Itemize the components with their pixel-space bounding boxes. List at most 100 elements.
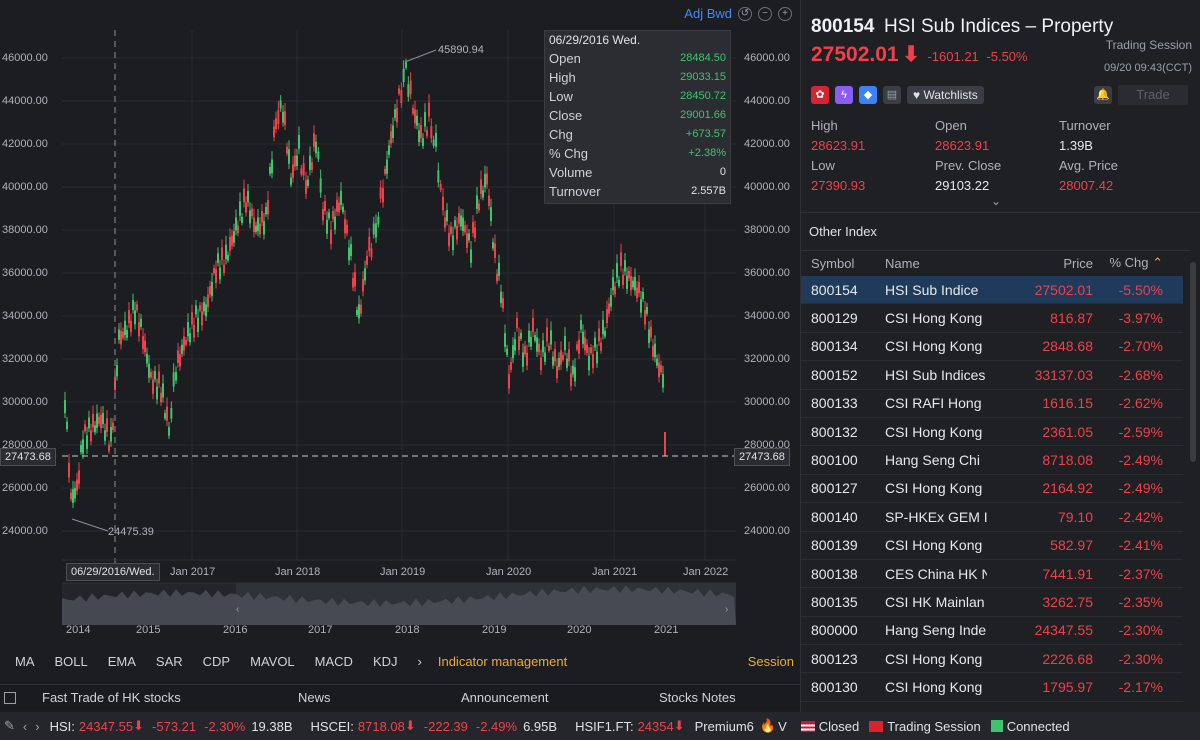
index-row[interactable]: 800129 CSI Hong Kong 816.87 -3.97% [801, 304, 1183, 333]
tag-icon[interactable]: ◆ [859, 86, 877, 104]
candle-body [596, 351, 598, 364]
candle-body [638, 281, 640, 294]
undo-icon[interactable]: ↺ [738, 6, 752, 21]
ohlc-tooltip: 06/29/2016 Wed. Open 28484.50 High 29033.15… [544, 30, 731, 204]
indicator-ma[interactable]: MA [15, 653, 35, 669]
candle-body [64, 400, 66, 414]
index-price: 2361.05 [1042, 423, 1093, 440]
indicator-mavol[interactable]: MAVOL [250, 653, 295, 669]
candle-body [267, 199, 269, 215]
index-price: 8718.08 [1042, 452, 1093, 469]
indicator-sar[interactable]: SAR [155, 653, 183, 669]
lightning-icon[interactable]: ϟ [835, 86, 853, 104]
index-row[interactable]: 800138 CES China HK N 7441.91 -2.37% [801, 560, 1183, 589]
candle-body [154, 371, 156, 380]
candle-body [336, 199, 338, 212]
candle-body [462, 217, 464, 232]
index-row[interactable]: 800133 CSI RAFI Hong 1616.15 -2.62% [801, 390, 1183, 418]
candle-body [642, 291, 644, 300]
zoom-out-icon[interactable]: − [758, 6, 772, 21]
index-row[interactable]: 800123 CSI Hong Kong 2226.68 -2.30% [801, 645, 1183, 674]
other-index-header: Symbol Name Price % Chg ⌃ [801, 250, 1191, 275]
candle-body [534, 335, 536, 341]
y-tick-left: 38000.00 [2, 224, 48, 236]
index-pct-chg: -2.59% [1118, 423, 1163, 440]
index-row[interactable]: 800134 CSI Hong Kong 2848.68 -2.70% [801, 333, 1183, 362]
candle-body [512, 345, 514, 359]
tab-news[interactable]: News [298, 690, 331, 705]
ticker-prev-icon[interactable]: ‹ [22, 718, 28, 734]
indicator-management-link[interactable]: Indicator management [437, 653, 568, 669]
index-row[interactable]: 800140 SP-HKEx GEM I 79.10 -2.42% [801, 503, 1183, 532]
other-index-list: 800154 HSI Sub Indice 27502.01 -5.50% 800129… [801, 276, 1183, 702]
index-symbol: 800154 [811, 281, 858, 298]
list-scrollbar[interactable] [1190, 262, 1196, 462]
tooltip-label: Low [549, 89, 573, 104]
pin-icon[interactable]: ✎ [4, 718, 15, 733]
hsif-label[interactable]: HSIF1.FT: [575, 718, 634, 734]
watchlists-button[interactable]: ♥ Watchlists [907, 86, 984, 104]
trade-button[interactable]: Trade [1118, 85, 1188, 105]
candle-body [656, 358, 658, 366]
hscei-label[interactable]: HSCEI: [310, 718, 354, 734]
candle-body [68, 463, 70, 478]
ticker-next-icon[interactable]: › [35, 718, 40, 734]
quote-time: 09/20 09:43(CCT) [1103, 62, 1192, 74]
x-axis-label: Jan 2020 [486, 566, 532, 578]
zoom-in-icon[interactable]: + [778, 6, 792, 21]
index-row[interactable]: 800135 CSI HK Mainlan 3262.75 -2.35% [801, 588, 1183, 617]
index-row[interactable]: 800154 HSI Sub Indice 27502.01 -5.50% [801, 276, 1183, 305]
expand-chevron-icon[interactable]: ⌄ [991, 194, 1002, 208]
index-row[interactable]: 800152 HSI Sub Indices 33137.03 -2.68% [801, 361, 1183, 390]
hsi-label[interactable]: HSI: [49, 718, 75, 734]
bell-icon[interactable]: 🔔 [1094, 86, 1112, 104]
stat-label: Avg. Price [1059, 158, 1119, 173]
candle-body [76, 479, 78, 491]
note-icon[interactable]: ▤ [883, 86, 901, 104]
index-row[interactable]: 800100 Hang Seng Chi 8718.08 -2.49% [801, 446, 1183, 475]
index-row[interactable]: 800139 CSI Hong Kong 582.97 -2.41% [801, 532, 1183, 560]
index-name: HSI Sub Indices [885, 366, 986, 383]
indicator-ema[interactable]: EMA [107, 653, 136, 669]
candle-body [470, 249, 472, 263]
index-symbol: 800152 [811, 366, 858, 383]
indicator-macd[interactable]: MACD [314, 653, 353, 669]
candle-body [622, 274, 624, 286]
tab-stocks-notes[interactable]: Stocks Notes [659, 690, 736, 705]
indicator-kdj[interactable]: KDJ [372, 653, 398, 669]
col-price[interactable]: Price [1063, 255, 1093, 271]
indicator-cdp[interactable]: CDP [202, 653, 231, 669]
candle-body [88, 417, 90, 429]
index-row[interactable]: 800132 CSI Hong Kong 2361.05 -2.59% [801, 418, 1183, 447]
index-row[interactable]: 800130 CSI Hong Kong 1795.97 -2.17% [801, 673, 1183, 702]
quote-price: 27502.01 [811, 43, 899, 66]
tab-fast-trade[interactable]: Fast Trade of HK stocks [42, 690, 181, 705]
index-pct-chg: -2.30% [1118, 650, 1163, 667]
candle-body [412, 108, 414, 114]
candle-body [422, 138, 424, 147]
candle-body [215, 269, 217, 284]
candle-body [201, 311, 203, 326]
candle-body [348, 247, 350, 261]
col-symbol[interactable]: Symbol [811, 255, 855, 271]
candle-body [636, 287, 638, 299]
index-pct-chg: -2.35% [1118, 593, 1163, 610]
kline-chart-area[interactable]: ‹ › Adj Bwd ↺ − + 46000.00 44000.00 42000.… [0, 0, 800, 645]
tooltip-value: +2.38% [688, 147, 726, 159]
candle-body [86, 435, 88, 450]
candle-body [478, 203, 480, 211]
adj-bwd-toggle[interactable]: Adj Bwd [684, 6, 732, 21]
col-name[interactable]: Name [885, 255, 920, 271]
index-row[interactable]: 800127 CSI Hong Kong 2164.92 -2.49% [801, 475, 1183, 504]
tab-announcement[interactable]: Announcement [461, 690, 549, 705]
quote-stat: High 28623.91 [811, 118, 865, 153]
col-pct-chg[interactable]: % Chg ⌃ [1109, 255, 1163, 270]
panel-toggle-icon[interactable] [4, 691, 16, 704]
session-button[interactable]: Session [747, 653, 794, 669]
kline-chart[interactable]: ‹ › [0, 0, 800, 645]
indicator-more-chevron[interactable]: › [417, 653, 422, 669]
indicator-boll[interactable]: BOLL [54, 653, 88, 669]
x-axis-label: Jan 2017 [170, 566, 216, 578]
index-row[interactable]: 800000 Hang Seng Inde 24347.55 -2.30% [801, 617, 1183, 646]
candle-body [550, 330, 552, 345]
